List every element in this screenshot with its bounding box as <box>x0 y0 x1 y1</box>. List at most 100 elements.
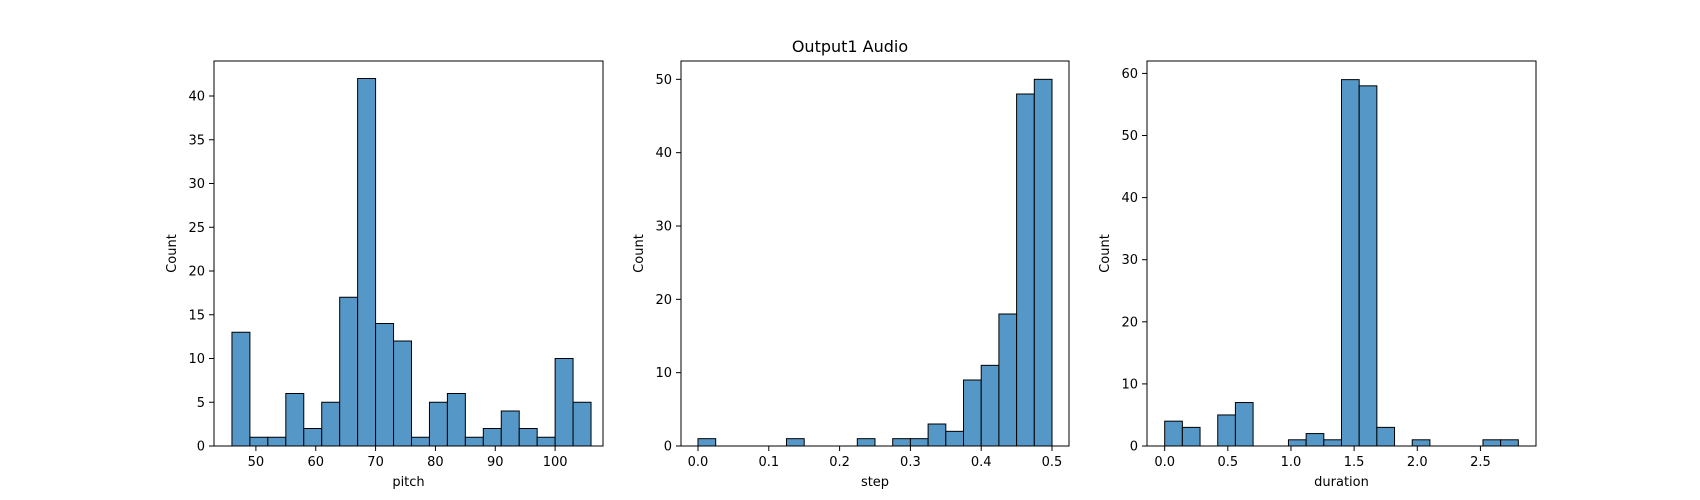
bar <box>285 393 305 447</box>
y-tick-label: 5 <box>197 396 205 411</box>
bar <box>1500 439 1519 447</box>
bar <box>428 401 448 447</box>
bar <box>231 331 251 447</box>
bar <box>1358 85 1378 447</box>
bar <box>1016 93 1035 447</box>
bar <box>1164 420 1183 447</box>
y-tick-label: 50 <box>1121 129 1138 144</box>
histogram-panel-pitch: 50 60 70 80 90 100 0 5 10 15 20 25 30 35 40 pitch Count <box>165 60 604 490</box>
x-tick-label: 0.1 <box>758 455 779 470</box>
y-tick-label: 15 <box>188 308 205 323</box>
bar <box>410 436 430 447</box>
bar <box>1181 426 1201 447</box>
bar <box>554 358 574 447</box>
x-tick-label: 80 <box>427 455 444 470</box>
bar <box>339 296 359 447</box>
bar <box>1341 79 1360 447</box>
bar <box>518 428 538 447</box>
bar <box>267 436 287 447</box>
y-tick-label: 0 <box>664 440 672 455</box>
x-axis-label: step <box>861 475 889 490</box>
bar <box>998 313 1018 447</box>
y-tick-label: 60 <box>1121 67 1138 82</box>
bar <box>927 423 947 447</box>
y-tick-label: 20 <box>188 265 205 280</box>
axes-frame <box>680 60 1070 447</box>
bar <box>482 428 502 447</box>
y-tick-label: 30 <box>188 177 205 192</box>
bar <box>393 340 412 447</box>
bar <box>536 436 556 447</box>
x-tick-label: 0.0 <box>688 455 709 470</box>
x-tick-label: 0.0 <box>1154 455 1175 470</box>
x-tick-label: 2.0 <box>1407 455 1428 470</box>
bar <box>303 428 323 447</box>
y-tick-label: 30 <box>1121 253 1138 268</box>
x-tick-label: 90 <box>487 455 504 470</box>
bar <box>249 436 269 447</box>
y-tick-label: 40 <box>188 90 205 105</box>
bar <box>1411 439 1431 447</box>
x-axis-label: duration <box>1314 475 1369 490</box>
axes-frame <box>1146 60 1537 447</box>
x-tick-label: 70 <box>367 455 384 470</box>
y-tick-label: 20 <box>1121 315 1138 330</box>
y-axis-label: Count <box>1098 234 1113 273</box>
bar <box>1234 402 1254 447</box>
y-tick-label: 40 <box>655 146 672 161</box>
bar <box>980 364 1000 447</box>
bar <box>500 410 520 447</box>
y-tick-label: 10 <box>655 366 672 381</box>
x-tick-label: 0.4 <box>971 455 992 470</box>
figure-title: Output1 Audio <box>792 37 908 56</box>
y-tick-label: 20 <box>655 293 672 308</box>
bar <box>963 379 982 447</box>
bar <box>1305 433 1325 447</box>
x-tick-label: 60 <box>307 455 324 470</box>
bar <box>945 430 965 447</box>
y-tick-label: 0 <box>197 440 205 455</box>
y-tick-label: 30 <box>655 220 672 235</box>
y-axis-label: Count <box>165 234 180 273</box>
y-tick-label: 35 <box>188 133 205 148</box>
x-tick-label: 0.5 <box>1217 455 1238 470</box>
y-tick-label: 10 <box>188 352 205 367</box>
bar <box>1376 426 1396 447</box>
x-tick-label: 1.0 <box>1281 455 1302 470</box>
bar <box>1482 439 1502 447</box>
bar <box>446 393 466 447</box>
bar <box>909 438 929 447</box>
x-axis-label: pitch <box>392 475 424 490</box>
y-tick-label: 0 <box>1130 440 1138 455</box>
bar <box>785 438 805 447</box>
y-tick-label: 25 <box>188 221 205 236</box>
x-tick-label: 0.2 <box>829 455 850 470</box>
histogram-panel-step: 0.0 0.1 0.2 0.3 0.4 0.5 0 10 20 30 40 50 step Count <box>632 60 1070 490</box>
y-axis-label: Count <box>632 234 647 273</box>
bar <box>856 438 876 447</box>
bar <box>1217 414 1236 447</box>
bar <box>697 438 717 447</box>
x-tick-label: 0.5 <box>1042 455 1063 470</box>
bar <box>1033 78 1053 447</box>
x-tick-label: 100 <box>543 455 568 470</box>
bar <box>892 438 911 447</box>
bar <box>1287 439 1307 447</box>
y-tick-label: 10 <box>1121 377 1138 392</box>
bar <box>357 78 377 447</box>
x-tick-label: 2.5 <box>1470 455 1491 470</box>
x-tick-label: 0.3 <box>900 455 921 470</box>
x-tick-label: 1.5 <box>1344 455 1365 470</box>
bar <box>572 401 592 447</box>
y-tick-label: 40 <box>1121 191 1138 206</box>
bar <box>1323 439 1343 447</box>
axes-frame <box>213 60 604 447</box>
bar <box>321 401 341 447</box>
bar <box>375 323 395 447</box>
x-tick-label: 50 <box>248 455 265 470</box>
histogram-panel-duration: 0.0 0.5 1.0 1.5 2.0 2.5 0 10 20 30 40 50 60 duration C… <box>1098 60 1537 490</box>
bar <box>464 436 484 447</box>
y-tick-label: 50 <box>655 73 672 88</box>
